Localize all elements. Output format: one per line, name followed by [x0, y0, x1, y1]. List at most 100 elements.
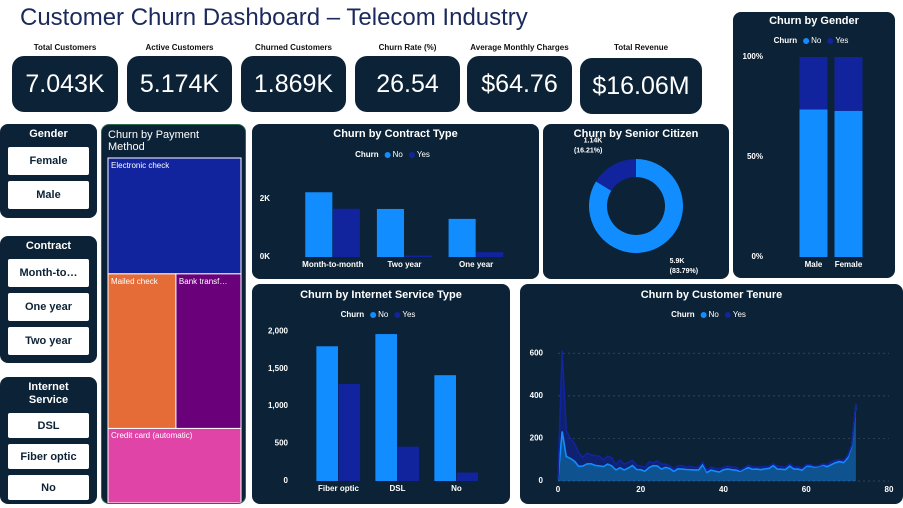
treemap-tile [107, 427, 242, 503]
area-fill [558, 405, 856, 481]
slicer-title: Contract [25, 240, 72, 252]
bar [397, 446, 420, 481]
y-tick-label: 0% [751, 252, 763, 261]
data-label: 5.9K [670, 258, 685, 265]
bar [332, 208, 360, 257]
data-label-percent: (16.21%) [574, 148, 602, 155]
chart-panel: Churn by Senior Citizen 5.9K (83.79%) 1.14K… [543, 124, 729, 279]
legend-title: Churn [774, 36, 798, 45]
chart: Churn by Internet Service Type Churn No Yes… [268, 289, 479, 493]
legend-label: No [393, 150, 404, 159]
slicer-item[interactable]: DSL [8, 413, 89, 438]
chart-panel: Churn by Payment Method Electronic check M… [101, 124, 246, 504]
legend-label: Yes [733, 310, 746, 319]
y-tick-label: 1,500 [268, 364, 289, 373]
x-tick-label: Male [805, 260, 823, 269]
y-tick-label: 0 [539, 476, 544, 485]
legend-swatch [394, 312, 401, 318]
kpi-label: Churn Rate (%) [378, 43, 437, 52]
slicer-item[interactable]: One year [8, 293, 89, 321]
y-tick-label: 200 [530, 434, 544, 443]
slicer-item[interactable]: Female [8, 147, 89, 175]
legend-label: No [811, 36, 822, 45]
chart-panel: Churn by Internet Service Type Churn No Yes… [252, 284, 510, 504]
slicer-panel: Gender Female Male [0, 124, 97, 218]
legend-swatch [803, 38, 810, 44]
chart-title: Churn by Payment Method [108, 129, 200, 153]
chart-title: Churn by Gender [769, 15, 860, 27]
legend-label: Yes [835, 36, 848, 45]
chart-title: Churn by Contract Type [333, 128, 457, 140]
bar [404, 255, 432, 257]
bar-segment [834, 57, 863, 111]
bar-segment [834, 110, 863, 257]
x-tick-label: 0 [556, 485, 561, 494]
y-tick-label: 0 [284, 476, 289, 485]
kpi-card: 7.043K [12, 56, 118, 112]
legend: Churn No Yes [355, 150, 430, 159]
chart-panel: Churn by Customer Tenure Churn No Yes 0 200 40… [520, 284, 903, 504]
bar [448, 218, 476, 257]
kpi-label: Churned Customers [255, 43, 332, 52]
bar-segment [799, 57, 828, 110]
legend-label: Yes [402, 310, 415, 319]
x-tick-label: Female [835, 260, 863, 269]
legend-swatch [408, 152, 415, 158]
chart: Churn by Senior Citizen 5.9K (83.79%) 1.14K… [574, 128, 699, 275]
y-tick-label: 600 [530, 348, 544, 357]
slicer-panel: Contract Month-to… One year Two year [0, 236, 97, 363]
bar-segment [799, 109, 828, 258]
legend-swatch [700, 312, 707, 318]
x-tick-label: Fiber optic [318, 484, 359, 493]
kpi-card: 1.869K [241, 56, 346, 112]
legend-label: No [709, 310, 720, 319]
kpi-label: Total Customers [33, 43, 97, 52]
slicer-item[interactable]: Month-to… [8, 259, 89, 287]
y-tick-label: 2,000 [268, 326, 289, 335]
legend: Churn No Yes [341, 310, 416, 319]
pie-slice [595, 159, 636, 191]
area-line [557, 350, 857, 479]
slicer-item[interactable]: Fiber optic [8, 444, 89, 469]
data-label: 1.14K [584, 138, 603, 145]
legend-swatch [370, 312, 377, 318]
legend-label: No [378, 310, 389, 319]
x-tick-label: 40 [719, 485, 728, 494]
bar [375, 334, 397, 481]
bar [316, 346, 338, 481]
tile-label: Electronic check [111, 161, 170, 170]
slicer-item[interactable]: Two year [8, 327, 89, 355]
legend-swatch [384, 152, 391, 158]
slicer-title: Gender [29, 128, 68, 140]
y-tick-label: 50% [747, 152, 763, 161]
legend-title: Churn [355, 150, 379, 159]
slicer-item[interactable]: No [8, 475, 89, 500]
slicer-item[interactable]: Male [8, 181, 89, 209]
treemap-tile [175, 273, 242, 429]
bar [305, 192, 333, 257]
chart-title: Churn by Senior Citizen [574, 128, 699, 140]
legend-title: Churn [671, 310, 695, 319]
y-tick-label: 100% [743, 52, 763, 61]
tile-label: Credit card (automatic) [111, 431, 193, 441]
kpi-label: Average Monthly Charges [470, 43, 569, 52]
legend: Churn No Yes [671, 310, 746, 319]
legend-label: Yes [417, 150, 430, 159]
y-tick-label: 500 [275, 439, 289, 448]
bar [338, 383, 361, 481]
chart-panel: Churn by Gender Churn No Yes 0% 50% 100% Male Fe… [733, 12, 895, 278]
chart [107, 157, 242, 503]
tile-label: Bank transf… [178, 276, 228, 286]
kpi-label: Total Revenue [613, 43, 669, 52]
chart-panel: Churn by Contract Type Churn No Yes 0K 2K Mont… [252, 124, 539, 279]
legend: Churn No Yes [774, 36, 849, 45]
kpi-card: $16.06M [580, 58, 702, 114]
y-tick-label: 1,000 [268, 401, 289, 410]
legend-swatch [827, 38, 834, 44]
x-tick-label: One year [459, 260, 493, 269]
legend-title: Churn [341, 310, 365, 319]
pie-slice [589, 159, 683, 253]
x-tick-label: 80 [885, 485, 894, 494]
x-tick-label: Two year [387, 260, 421, 269]
